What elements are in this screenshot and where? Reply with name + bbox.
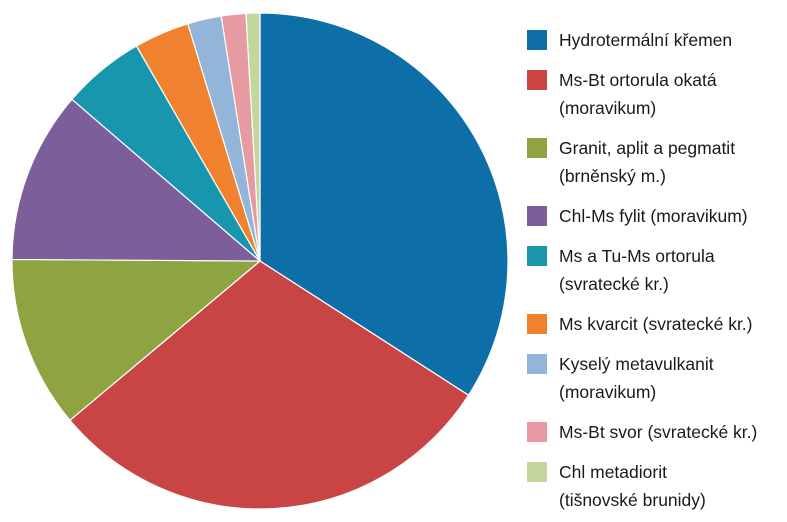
legend-item-6: Ms kvarcit (svratecké kr.)	[527, 314, 753, 334]
legend-item-8: Ms-Bt svor (svratecké kr.)	[527, 422, 757, 442]
legend-label-3-line-2: (brněnský m.)	[559, 166, 666, 186]
legend-label-1-line-1: Hydrotermální křemen	[559, 30, 732, 50]
legend-label-2-line-1: Ms-Bt ortorula okatá	[559, 70, 717, 90]
pie-slice-9	[245, 12, 261, 262]
pie-slice-2	[69, 260, 470, 510]
legend: Hydrotermální křemen Ms-Bt ortorula okatá…	[527, 30, 757, 510]
pie-slices	[11, 12, 509, 510]
legend-label-9-line-1: Chl metadiorit	[559, 462, 667, 482]
legend-swatch-7	[527, 354, 547, 374]
legend-label-6-line-1: Ms kvarcit (svratecké kr.)	[559, 314, 753, 334]
legend-swatch-1	[527, 30, 547, 50]
legend-swatch-2	[527, 70, 547, 90]
legend-label-2-line-2: (moravikum)	[559, 98, 656, 118]
legend-label-7-line-1: Kyselý metavulkanit	[559, 354, 714, 374]
pie-slice-1	[259, 12, 509, 397]
legend-item-7: Kyselý metavulkanit (moravikum)	[527, 354, 714, 402]
legend-swatch-5	[527, 246, 547, 266]
legend-swatch-3	[527, 138, 547, 158]
legend-item-5: Ms a Tu-Ms ortorula (svratecké kr.)	[527, 246, 715, 294]
legend-item-2: Ms-Bt ortorula okatá (moravikum)	[527, 70, 717, 118]
legend-swatch-6	[527, 314, 547, 334]
legend-label-9-line-2: (tišnovské brunidy)	[559, 490, 706, 510]
legend-label-8-line-1: Ms-Bt svor (svratecké kr.)	[559, 422, 757, 442]
legend-label-4-line-1: Chl-Ms fylit (moravikum)	[559, 206, 748, 226]
pie-slice-4	[11, 98, 262, 262]
legend-swatch-8	[527, 422, 547, 442]
pie-slice-3	[11, 258, 262, 422]
legend-label-5-line-1: Ms a Tu-Ms ortorula	[559, 246, 715, 266]
legend-item-9: Chl metadiorit (tišnovské brunidy)	[527, 462, 706, 510]
legend-item-4: Chl-Ms fylit (moravikum)	[527, 206, 748, 226]
legend-swatch-9	[527, 462, 547, 482]
legend-label-7-line-2: (moravikum)	[559, 382, 656, 402]
legend-item-3: Granit, aplit a pegmatit (brněnský m.)	[527, 138, 735, 186]
legend-swatch-4	[527, 206, 547, 226]
legend-item-1: Hydrotermální křemen	[527, 30, 732, 50]
legend-label-5-line-2: (svratecké kr.)	[559, 274, 669, 294]
legend-label-3-line-1: Granit, aplit a pegmatit	[559, 138, 735, 158]
